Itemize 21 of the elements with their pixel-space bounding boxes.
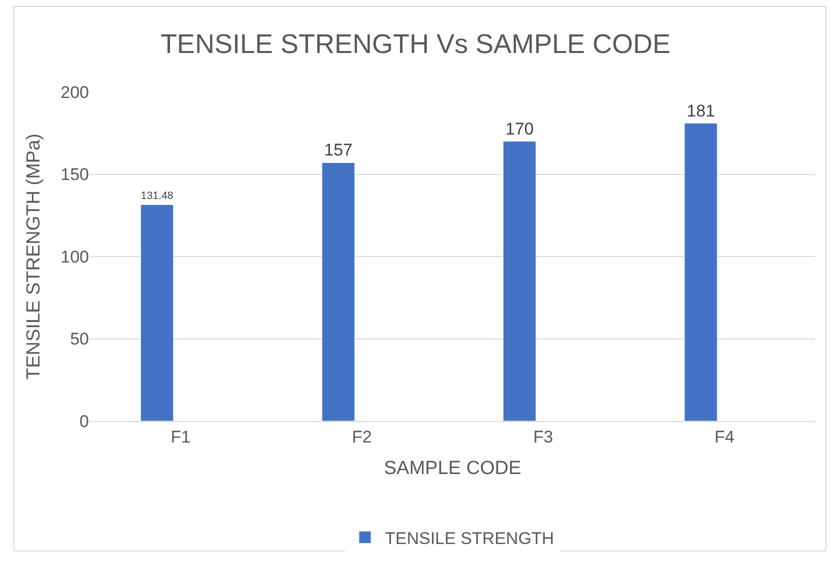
y-axis-title: TENSILE STRENGTH (MPa) <box>23 134 44 380</box>
bar <box>684 123 718 421</box>
data-label: 131.48 <box>140 190 174 202</box>
x-axis-title: SAMPLE CODE <box>384 458 522 480</box>
y-tick-label: 50 <box>70 330 89 349</box>
y-tick-label: 150 <box>60 165 89 184</box>
x-tick-label: F1 <box>170 427 191 446</box>
legend-label: TENSILE STRENGTH <box>385 528 554 548</box>
bar <box>503 141 536 421</box>
data-label: 157 <box>324 140 353 160</box>
data-label: 170 <box>505 119 534 138</box>
x-tick-label: F4 <box>714 427 734 446</box>
y-tick-label: 0 <box>80 412 89 431</box>
chart-title: TENSILE STRENGTH Vs SAMPLE CODE <box>160 28 671 59</box>
x-tick-label: F2 <box>352 427 372 446</box>
bar <box>322 162 355 421</box>
x-tick-label: F3 <box>533 427 554 446</box>
y-tick-label: 200 <box>60 82 89 102</box>
data-label: 181 <box>686 101 716 120</box>
bar <box>140 204 174 421</box>
y-tick-label: 100 <box>60 247 89 266</box>
